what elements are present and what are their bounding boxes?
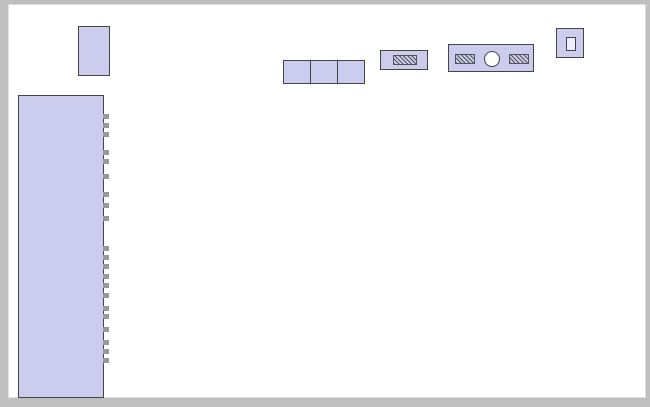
pcm-row [0,199,650,208]
offpage-wire [612,290,648,298]
wire-tick [103,358,109,363]
wire-tick [103,340,109,345]
pcm-row [0,270,650,279]
wire-tick [103,255,109,260]
iac-valve-box [448,44,534,72]
offpage-wire [612,187,648,195]
offpage-wire [612,169,648,177]
pcm-connector-box [18,95,104,398]
wire-tick [103,349,109,354]
pcm-row [0,260,650,269]
solenoid-coil-symbol [393,55,417,65]
knock-sensor-symbol [566,37,576,51]
crankshaft-sensor-box [283,60,365,84]
pcm-row [0,242,650,251]
pcm-row [0,212,650,221]
iac-coil-symbol [509,54,529,64]
wire-tick [103,203,109,208]
camshaft-sensor-box [78,26,110,76]
pcm-row [0,146,650,155]
offpage-wire [612,227,648,235]
wire-tick [103,306,109,311]
pcm-row [0,170,650,179]
wire-tick [103,293,109,298]
offpage-wire [612,243,648,251]
pcm-row [0,251,650,260]
wire-tick [103,274,109,279]
offpage-wire [612,205,648,213]
wire-tick [103,132,109,137]
wire-tick [103,327,109,332]
offpage-wire [612,281,648,289]
wire-tick [103,150,109,155]
pcm-row [0,289,650,298]
wire-tick [103,123,109,128]
wire-tick [103,159,109,164]
offpage-wire [612,219,648,227]
wire-tick [103,114,109,119]
camshaft-pin-stub [113,57,117,64]
crankshaft-cell-label [337,61,364,83]
pcm-row [0,110,650,119]
pcm-row [0,302,650,311]
iac-coil-symbol [455,54,475,64]
crankshaft-cell-label [310,61,337,83]
purge-valve-box [380,50,428,70]
pcm-row [0,119,650,128]
pcm-row [0,128,650,137]
knock-sensor-box [556,28,584,58]
pcm-row [0,323,650,332]
crankshaft-cell-label [284,61,310,83]
pcm-row [0,188,650,197]
wire-tick [103,246,109,251]
pcm-row [0,354,650,363]
wire-tick [103,192,109,197]
offpage-wire [612,261,648,269]
wire-tick [103,283,109,288]
pcm-row [0,336,650,345]
pcm-row [0,155,650,164]
offpage-wire [612,178,648,186]
wire-tick [103,264,109,269]
wire-tick [103,174,109,179]
pcm-row [0,310,650,319]
wire-tick [103,216,109,221]
iac-motor-symbol [484,51,500,67]
camshaft-pin-stub [113,41,117,48]
offpage-wire [612,353,648,361]
wire-tick [103,314,109,319]
offpage-wire [612,196,648,204]
pcm-row [0,363,650,372]
camshaft-pin-stub [113,25,117,32]
pcm-row [0,345,650,354]
pcm-row [0,279,650,288]
